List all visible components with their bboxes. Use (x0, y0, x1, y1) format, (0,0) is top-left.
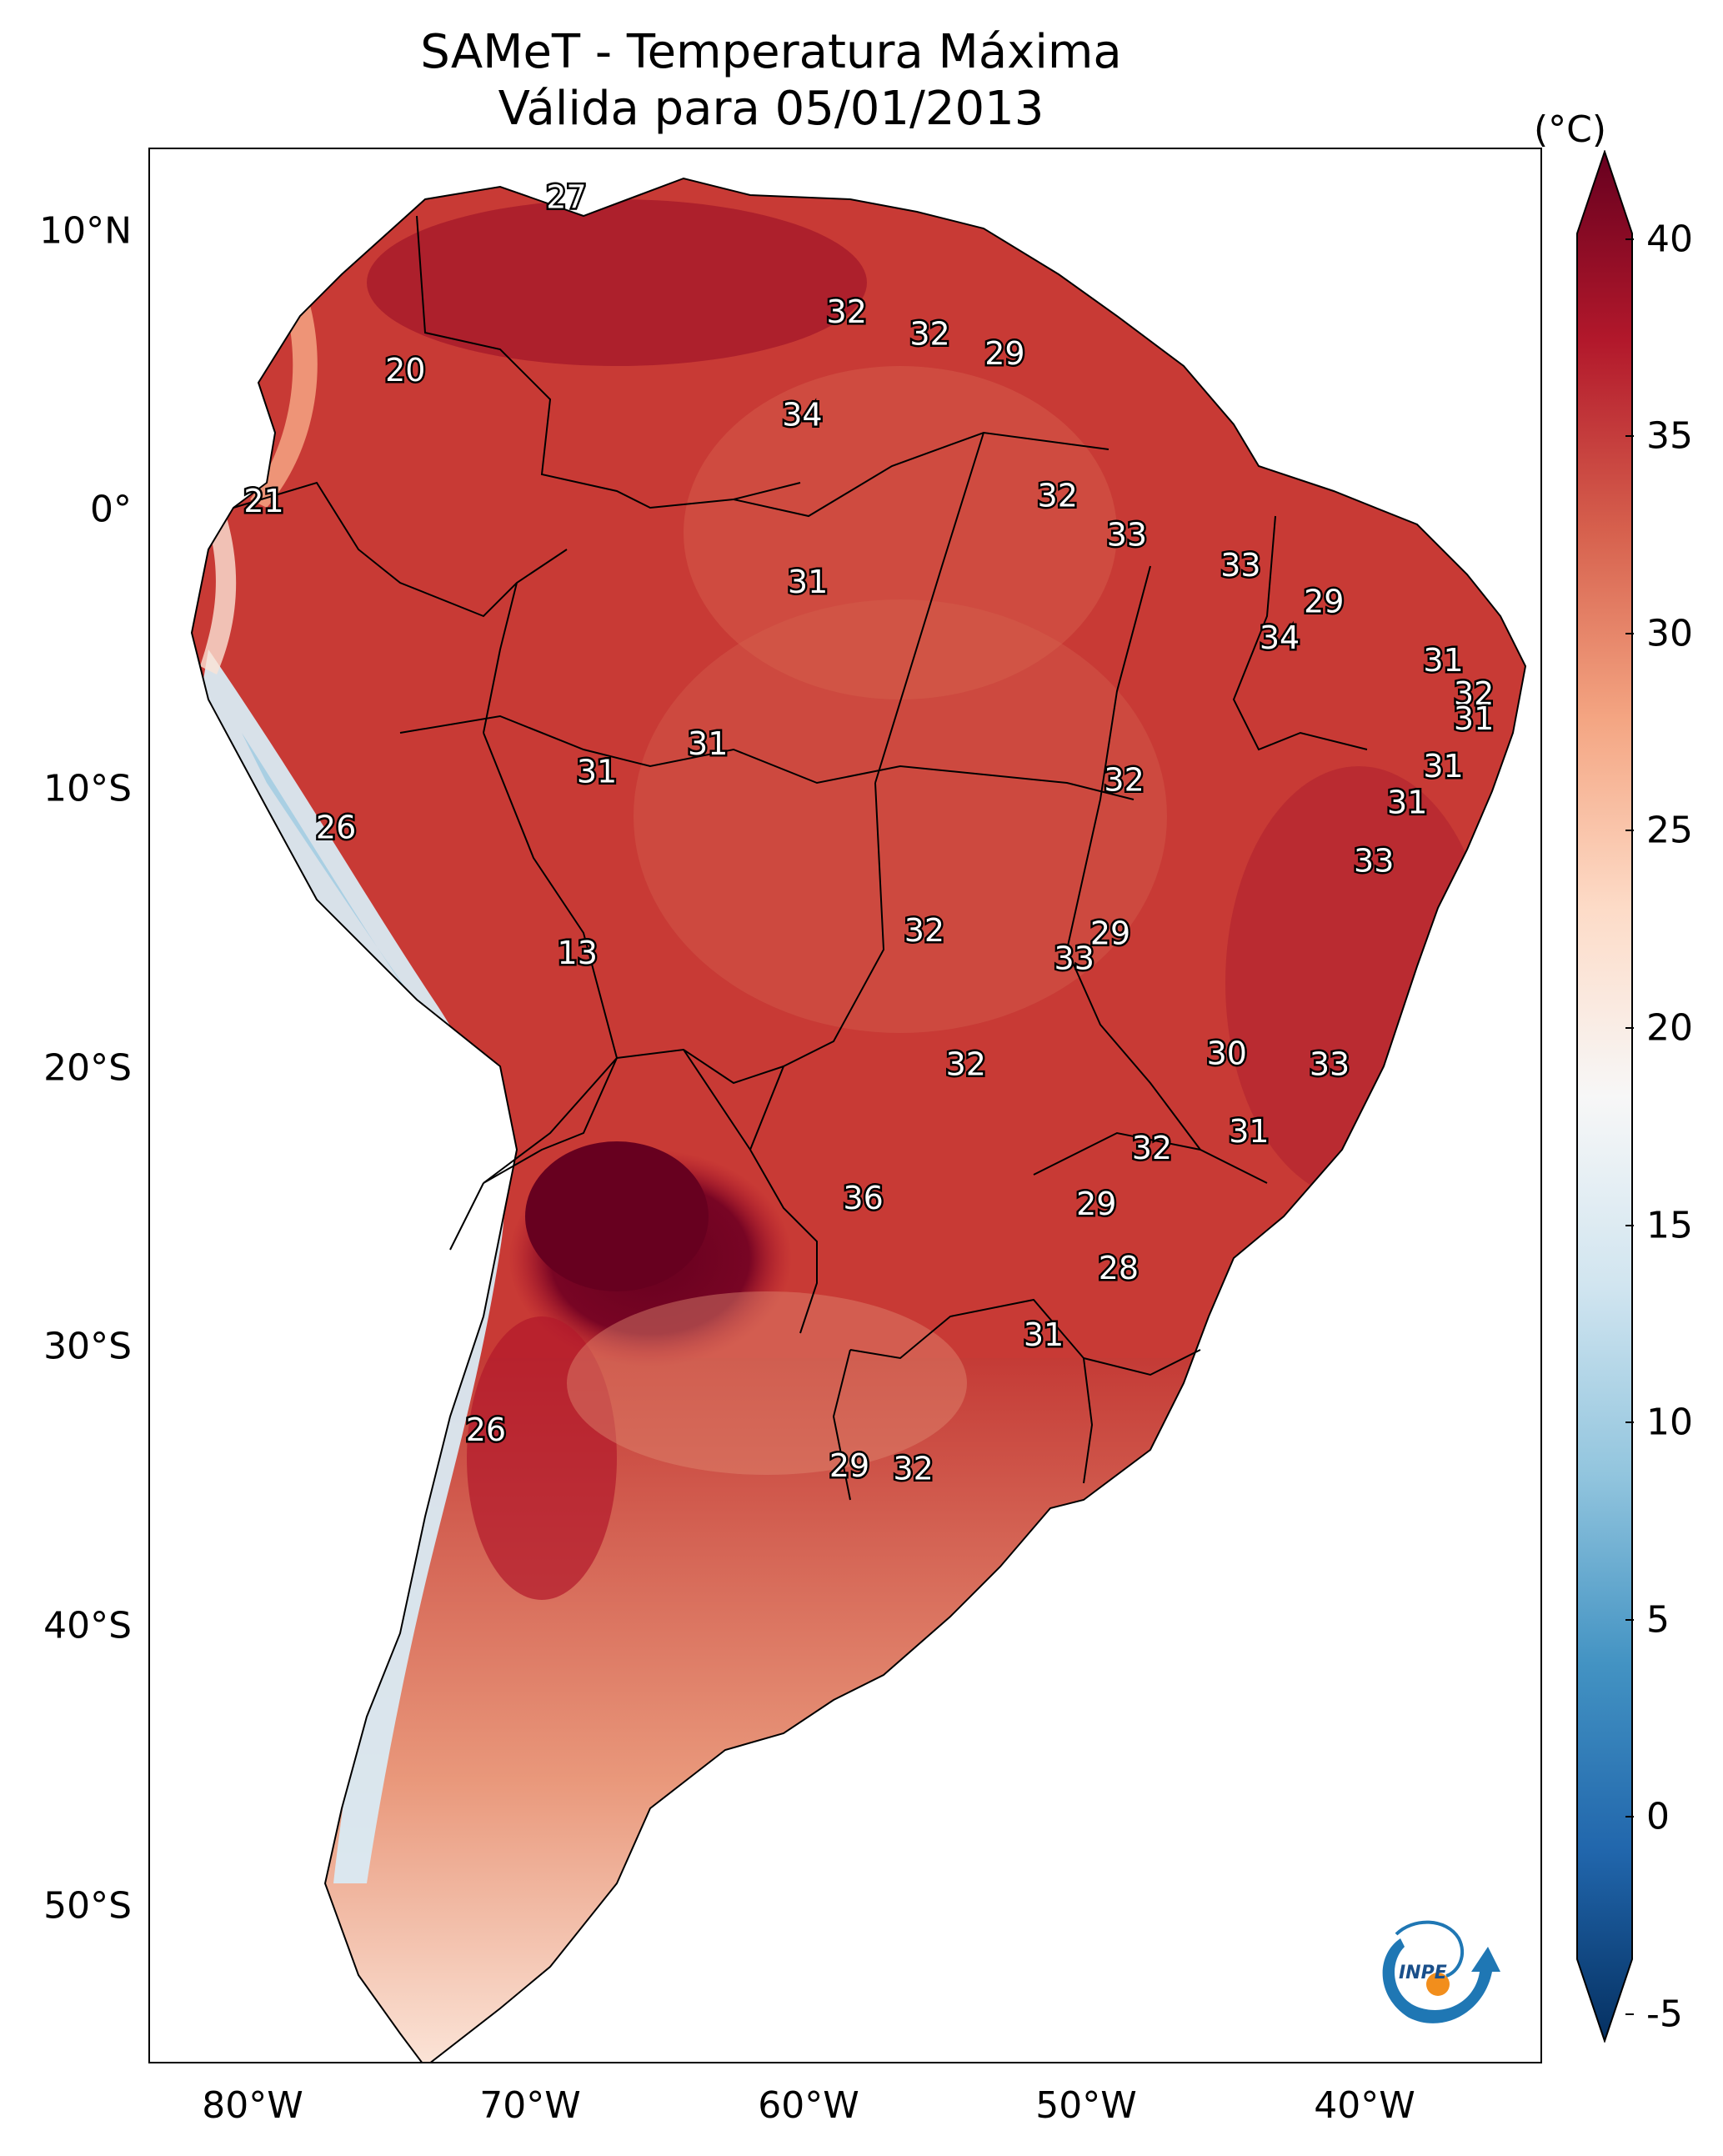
lon-label-80w: 80°W (202, 2084, 303, 2127)
colorbar-tick-35: 35 (1646, 414, 1693, 458)
colorbar-unit-label: (°C) (1534, 108, 1607, 151)
colorbar-tick-20: 20 (1646, 1006, 1693, 1050)
temperature-value-label: 33 (1054, 940, 1094, 977)
temperature-value-label: 33 (1310, 1046, 1350, 1083)
temperature-value-label: 32 (904, 912, 944, 949)
temperature-value-label: 29 (1076, 1186, 1116, 1222)
temperature-value-label: 20 (385, 352, 425, 389)
temperature-value-label: 13 (558, 935, 598, 971)
colorbar-tick-minus5: -5 (1646, 1993, 1683, 2036)
temperature-value-label: 31 (1024, 1316, 1064, 1353)
temperature-value-label: 31 (688, 725, 728, 762)
temperature-value-label: 26 (316, 809, 356, 845)
temperature-value-label: 29 (984, 335, 1024, 372)
colorbar-tick-40: 40 (1646, 218, 1693, 261)
lat-label-10s: 10°S (43, 767, 132, 810)
country-borders (191, 178, 1526, 2062)
temperature-value-label: 32 (1132, 1130, 1172, 1166)
temperature-value-label: 31 (1423, 748, 1463, 785)
colorbar-tick-5: 5 (1646, 1598, 1670, 1642)
temperature-value-label: 31 (1423, 642, 1463, 679)
temperature-value-label: 36 (843, 1180, 883, 1216)
lat-label-30s: 30°S (43, 1325, 132, 1368)
map-area[interactable]: 27 20 32 32 29 34 21 32 33 33 31 29 34 31 32 31 31 31 32 31… (148, 148, 1542, 2063)
temperature-value-label: 32 (893, 1451, 933, 1487)
temperature-value-label: 34 (782, 397, 822, 434)
temperature-value-label: 33 (1107, 516, 1147, 553)
map-title: SAMeT - Temperatura Máxima (420, 25, 1122, 79)
temperature-value-label: 32 (1454, 675, 1494, 712)
lat-label-50s: 50°S (43, 1884, 132, 1928)
temperature-value-label: 26 (466, 1411, 506, 1448)
temperature-value-label: 33 (1354, 843, 1394, 880)
temperature-value-label: 31 (1229, 1113, 1269, 1150)
temperature-value-label: 29 (829, 1447, 869, 1484)
colorbar-tick-25: 25 (1646, 809, 1693, 852)
map-subtitle: Válida para 05/01/2013 (498, 82, 1044, 136)
colorbar-tick-0: 0 (1646, 1795, 1670, 1838)
inpe-logo: INPE (1382, 1920, 1500, 2023)
temperature-value-label: 28 (1099, 1250, 1139, 1286)
colorbar-tick-10: 10 (1646, 1401, 1693, 1444)
temperature-field (192, 178, 1525, 2062)
colorbar-tick-15: 15 (1646, 1204, 1693, 1247)
temperature-value-label: 33 (1220, 547, 1260, 584)
temperature-value-label: 32 (1038, 478, 1078, 514)
temperature-value-label: 30 (1207, 1035, 1247, 1071)
temperature-value-label: 31 (577, 754, 617, 790)
lat-label-20s: 20°S (43, 1046, 132, 1090)
temperature-value-label: 31 (788, 564, 828, 600)
lon-label-60w: 60°W (758, 2084, 859, 2127)
colorbar-tick-30: 30 (1646, 612, 1693, 655)
temperature-value-label: 32 (909, 316, 949, 353)
temperature-value-label: 29 (1304, 584, 1344, 620)
lon-label-70w: 70°W (479, 2084, 581, 2127)
lat-label-0: 0° (90, 488, 132, 531)
temperature-value-label: 34 (1260, 619, 1300, 656)
lon-label-40w: 40°W (1314, 2084, 1415, 2127)
lat-label-40s: 40°S (43, 1604, 132, 1647)
temperature-value-label: 31 (1454, 700, 1494, 737)
temperature-value-label: 32 (1104, 762, 1144, 799)
lon-label-50w: 50°W (1035, 2084, 1137, 2127)
temperature-value-label: 21 (243, 483, 283, 519)
temperature-value-label: 32 (827, 293, 867, 330)
temperature-value-label: 31 (1387, 784, 1427, 820)
temperature-value-label: 32 (946, 1046, 986, 1083)
lat-label-10n: 10°N (39, 209, 132, 253)
temperature-value-label: 27 (546, 179, 586, 216)
colorbar (1576, 150, 1634, 2043)
logo-text: INPE (1399, 1963, 1447, 1983)
temperature-value-label: 29 (1090, 915, 1130, 952)
